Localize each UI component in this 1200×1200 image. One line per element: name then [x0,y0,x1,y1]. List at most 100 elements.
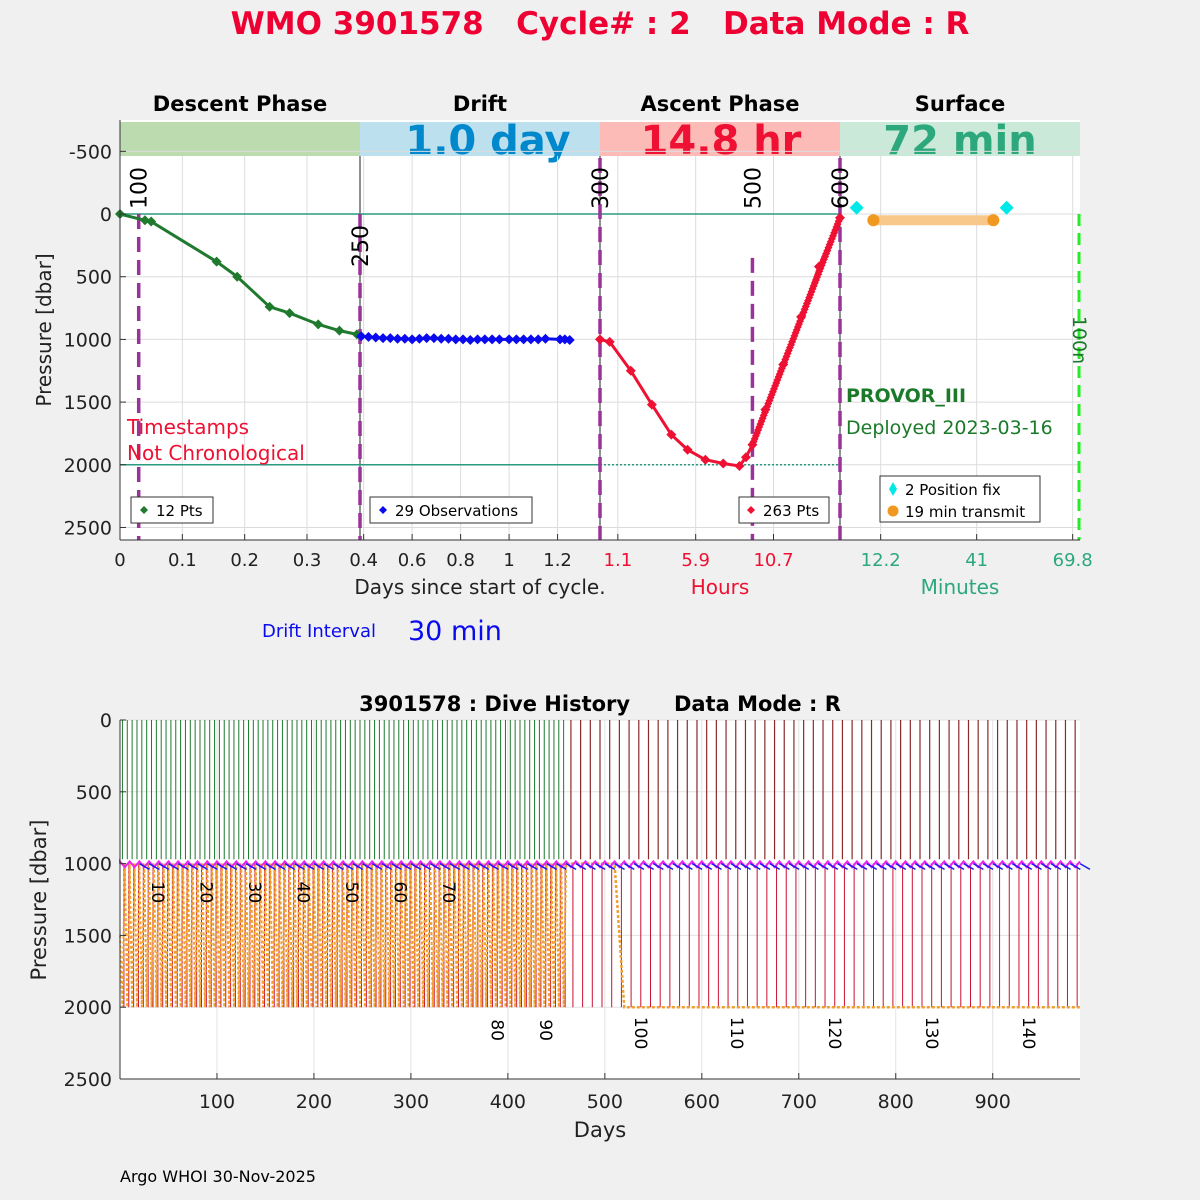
drift-observation-trace [749,862,761,870]
descent-point [313,319,324,330]
drift-observation-trace [565,862,577,870]
y-axis-label: Pressure [dbar] [32,253,56,406]
drift-observation-trace [429,862,441,870]
drift-observation-trace [769,862,781,870]
drift-observation-trace [934,862,945,870]
descent-point [232,271,243,282]
x-tick-label: 800 [878,1091,914,1113]
drift-observation-trace [943,862,955,870]
drift-observation-trace [400,862,412,870]
descent-point [334,325,345,336]
ascent-point [646,399,657,410]
drift-point [392,333,403,344]
legend-drift: 29 Observations [369,496,533,524]
drift-observation-trace [177,862,189,870]
ascent-point [718,458,729,469]
legend-ascent-label: 263 Pts [763,502,819,520]
phase-name-ascent: Ascent Phase [641,92,800,116]
y-tick-label: 1000 [64,329,112,351]
cycle-labels: 10 20 30 40 50 60 70 80 90 100 110 120 130 140 [147,881,1038,1049]
ascent-point [682,444,693,455]
x-tick-label: 1.1 [604,550,633,571]
drift-observation-trace [1079,862,1091,870]
phase-name-descent: Descent Phase [153,92,327,116]
drift-observation-trace [245,862,257,870]
drift-observation-trace [468,862,480,870]
x-axis-label-hours: Hours [691,575,750,599]
drift-observation-trace [992,862,1004,870]
drift-duration-label: 1.0 day [405,118,570,164]
drift-observation-trace [197,862,208,870]
ascent-point [595,334,605,345]
x-tick-label: 10.7 [753,550,793,571]
x-tick-label: 500 [587,1091,623,1113]
cycle-number-label: 90 [535,1019,555,1041]
drift-observation-trace [662,862,674,870]
drift-observation-trace [1050,862,1062,870]
ascent-point [734,461,745,472]
y-ticks: 0 500 1000 1500 2000 2500 [64,710,126,1091]
x-tick-label: 0.1 [168,550,197,571]
cycle-number-label: 120 [824,1017,844,1049]
drift-observation-trace [575,862,587,870]
cycle-number-label: 110 [726,1017,746,1049]
drift-point [494,334,505,345]
dive-history-title: 3901578 : Dive History Data Mode : R [359,692,841,716]
drift-observation-trace [895,862,907,870]
cycle-number-label: 30 [244,881,264,903]
x-tick-label: 1.2 [543,550,572,571]
phase-band-descent [120,122,360,156]
legend-drift-label: 29 Observations [395,502,518,520]
cycle-marker-label: 100n [1068,316,1090,364]
legend-transmit-label: 19 min transmit [905,503,1025,521]
legend-surface: 2 Position fix 19 min transmit [879,475,1041,523]
drift-observation-trace [206,862,218,870]
drift-observation-trace [594,862,606,870]
x-axis-label-days: Days since start of cycle. [354,575,605,599]
cycle-marker-label: 250 [349,225,374,267]
drift-observation-trace [381,862,393,870]
y-tick-label: 500 [76,782,112,804]
drift-observation-trace [672,862,684,870]
drift-observation-trace [294,862,305,870]
drift-observation-trace [352,862,364,870]
descent-point [284,308,295,319]
drift-observation-trace [371,862,383,870]
drift-observation-trace [740,862,751,870]
y-tick-label: 2500 [64,1069,112,1091]
drift-observation-trace [827,862,839,870]
data-marks [119,720,1091,1009]
drift-observation-trace [265,862,276,870]
y-tick-label: 2500 [64,517,112,539]
drift-observation-trace [216,862,228,870]
drift-observation-trace [546,862,558,870]
x-tick-label: 600 [684,1091,720,1113]
drift-observation-trace [1060,862,1071,870]
footer-credit: Argo WHOI 30-Nov-2025 [120,1167,316,1186]
drift-observation-trace [235,862,247,870]
descent-point [146,216,157,227]
pressure-history-line-late [566,862,1080,1009]
ascent-point [740,452,751,463]
drift-observation-trace [517,862,528,870]
phase-name-drift: Drift [453,92,507,116]
drift-observation-trace [148,862,160,870]
drift-observation-trace [885,862,897,870]
pressure-history-line-early [119,863,568,1008]
drift-observation-trace [555,862,567,870]
phase-band-drift [360,122,600,156]
drift-observation-trace [526,862,538,870]
drift-point [525,334,536,345]
drift-observation-trace [342,862,354,870]
drift-observation-trace [633,862,645,870]
x-tick-label: 300 [393,1091,429,1113]
drift-observation-trace [391,862,402,870]
ascent-point [625,365,636,376]
ascent-point [604,336,615,347]
drift-observation-trace [643,862,655,870]
drift-point [487,334,498,345]
x-ticks: 100 200 300 400 500 600 700 800 900 [199,1073,1011,1113]
drift-point [479,334,490,345]
drift-point [414,333,425,344]
transmit-point [987,214,1000,227]
